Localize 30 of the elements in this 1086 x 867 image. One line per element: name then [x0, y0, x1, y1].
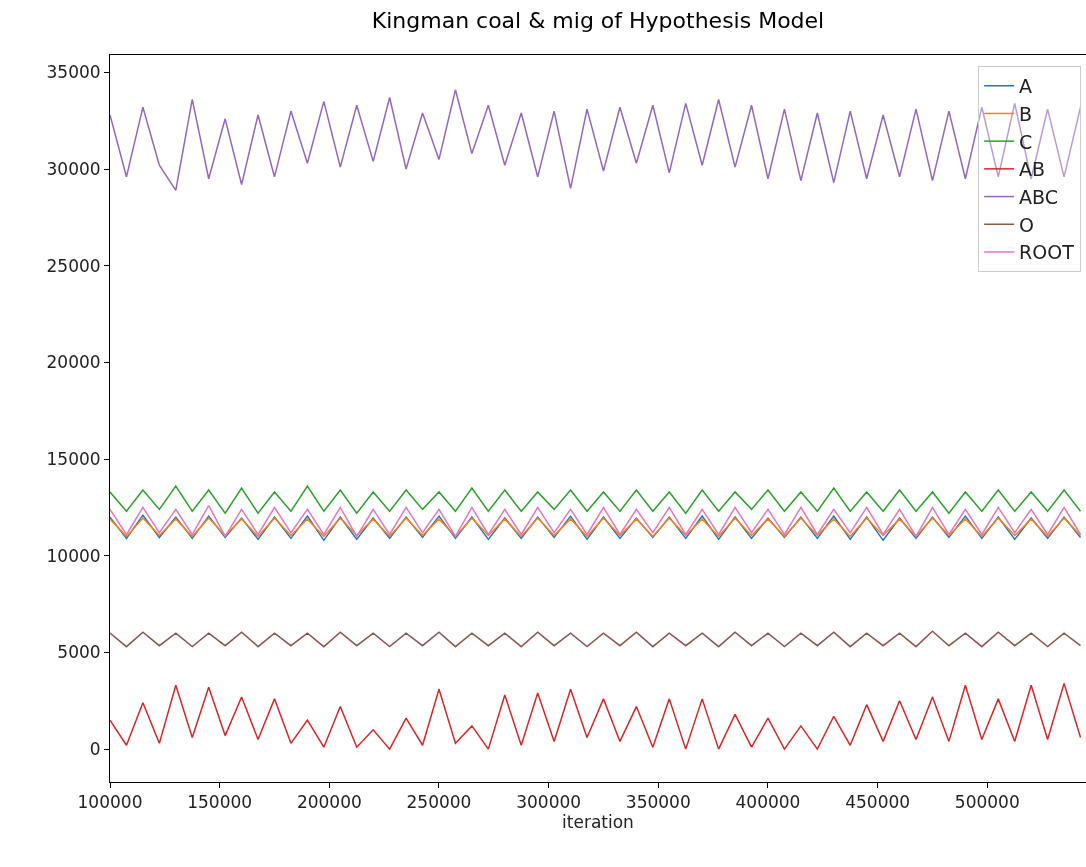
chart-title: Kingman coal & mig of Hypothesis Model — [371, 8, 825, 34]
legend-label: ROOT — [1019, 241, 1075, 264]
x-tick-label: 400000 — [735, 792, 801, 813]
x-tick-label: 200000 — [296, 792, 362, 813]
y-tick-label: 25000 — [46, 255, 101, 276]
line-series — [110, 630, 1082, 648]
x-tick-label: 150000 — [187, 792, 253, 813]
line-series — [110, 485, 1082, 514]
x-tick-label: 250000 — [406, 792, 472, 813]
legend-label: O — [1019, 213, 1035, 236]
line-series — [110, 504, 1082, 538]
y-tick-label: 0 — [89, 739, 101, 760]
legend-label: ABC — [1019, 185, 1059, 208]
x-tick-label: 300000 — [516, 792, 582, 813]
y-tick-label: 15000 — [46, 449, 101, 470]
x-tick-label: 450000 — [845, 792, 911, 813]
y-tick-label: 20000 — [46, 352, 101, 373]
legend-label: AB — [1019, 158, 1046, 181]
line-series — [110, 682, 1082, 750]
x-axis-title: iteration — [562, 812, 634, 833]
y-tick-label: 5000 — [57, 642, 101, 663]
y-tick-label: 35000 — [46, 62, 101, 83]
y-tick-label: 10000 — [46, 545, 101, 566]
y-tick-label: 30000 — [46, 159, 101, 180]
x-tick-label: 350000 — [625, 792, 691, 813]
x-tick-label: 100000 — [77, 792, 143, 813]
legend-label: A — [1019, 75, 1033, 98]
x-tick-label: 500000 — [954, 792, 1020, 813]
legend-label: C — [1019, 130, 1033, 153]
legend-label: B — [1019, 102, 1033, 125]
